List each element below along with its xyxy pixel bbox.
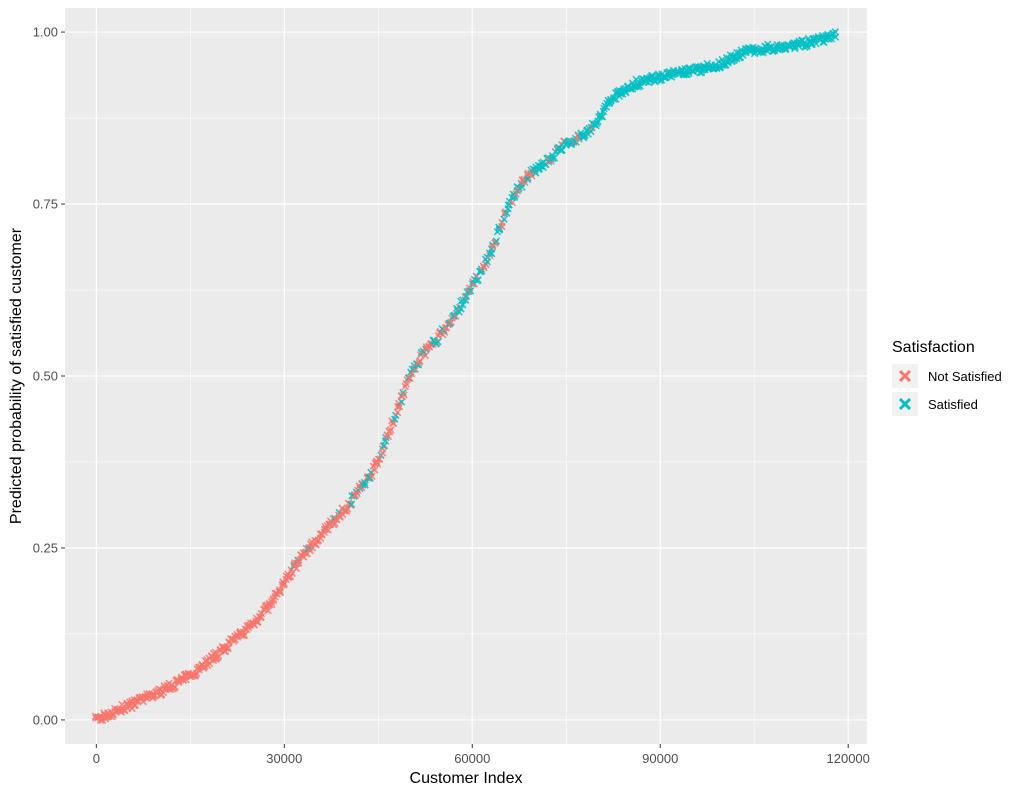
point-satisfied xyxy=(485,249,494,257)
point-satisfied xyxy=(457,305,465,313)
point-not-satisfied xyxy=(280,580,288,589)
point-satisfied xyxy=(791,44,799,53)
point-not-satisfied xyxy=(268,600,276,609)
point-satisfied xyxy=(462,292,471,301)
y-axis-ticks: 0.00 0.25 0.50 0.75 1.00 xyxy=(33,25,65,727)
point-satisfied xyxy=(596,112,605,120)
point-satisfied xyxy=(733,48,741,57)
point-satisfied xyxy=(556,146,565,154)
point-satisfied xyxy=(599,107,608,116)
point-satisfied xyxy=(390,415,399,423)
point-not-satisfied xyxy=(150,692,158,701)
point-satisfied xyxy=(831,33,840,41)
point-satisfied xyxy=(379,442,388,450)
point-not-satisfied xyxy=(233,633,242,641)
point-not-satisfied xyxy=(415,358,423,367)
x-tick-label: 120000 xyxy=(827,751,870,766)
point-satisfied xyxy=(434,337,442,346)
point-satisfied xyxy=(361,481,369,489)
y-tick-label: 0.25 xyxy=(33,540,58,555)
point-satisfied xyxy=(399,388,407,397)
point-not-satisfied xyxy=(373,460,382,468)
x-axis-title: Customer Index xyxy=(410,770,523,787)
x-tick-label: 60000 xyxy=(454,751,490,766)
point-satisfied xyxy=(718,55,726,64)
point-satisfied xyxy=(759,48,767,57)
point-satisfied xyxy=(474,276,482,284)
point-not-satisfied xyxy=(447,318,455,326)
point-satisfied xyxy=(468,280,477,288)
point-not-satisfied xyxy=(294,556,303,565)
point-not-satisfied xyxy=(294,559,303,567)
point-not-satisfied xyxy=(406,374,414,383)
point-not-satisfied xyxy=(276,588,285,597)
point-not-satisfied xyxy=(386,425,395,434)
y-tick-label: 0.00 xyxy=(33,712,58,727)
point-not-satisfied xyxy=(224,644,232,653)
y-tick-label: 0.75 xyxy=(33,197,58,212)
point-not-satisfied xyxy=(345,500,354,508)
x-tick-label: 90000 xyxy=(642,751,678,766)
point-not-satisfied xyxy=(400,391,408,399)
point-not-satisfied xyxy=(421,351,430,360)
point-satisfied xyxy=(347,500,356,509)
point-satisfied xyxy=(609,95,618,103)
point-not-satisfied xyxy=(375,455,384,463)
point-not-satisfied xyxy=(254,617,262,626)
point-not-satisfied xyxy=(402,380,410,388)
point-not-satisfied xyxy=(264,607,272,615)
point-not-satisfied xyxy=(240,631,249,639)
x-tick-label: 0 xyxy=(93,751,100,766)
point-satisfied xyxy=(580,132,589,141)
point-not-satisfied xyxy=(287,566,296,574)
point-not-satisfied xyxy=(393,408,402,417)
point-satisfied xyxy=(550,154,559,162)
point-satisfied xyxy=(477,267,486,275)
legend: Satisfaction Not Satisfied Satisfied xyxy=(892,339,1002,416)
y-axis-title: Predicted probability of satisfied custo… xyxy=(8,227,25,524)
legend-marker-satisfied xyxy=(898,397,912,411)
point-not-satisfied xyxy=(280,579,288,588)
legend-title: Satisfaction xyxy=(892,339,975,356)
point-not-satisfied xyxy=(498,222,506,231)
point-not-satisfied xyxy=(378,449,387,457)
point-satisfied xyxy=(598,112,606,121)
point-satisfied xyxy=(492,237,501,245)
data-points xyxy=(91,28,840,725)
point-satisfied xyxy=(466,287,475,295)
point-not-satisfied xyxy=(92,714,100,722)
point-satisfied xyxy=(503,209,511,217)
legend-x-not-satisfied xyxy=(898,369,912,383)
point-not-satisfied xyxy=(368,472,376,481)
x-axis-ticks: 0 30000 60000 90000 120000 xyxy=(93,744,870,766)
legend-label-satisfied: Satisfied xyxy=(928,397,978,412)
legend-label-not-satisfied: Not Satisfied xyxy=(928,369,1002,384)
point-not-satisfied xyxy=(488,243,497,251)
y-tick-label: 0.50 xyxy=(33,369,58,384)
y-tick-label: 1.00 xyxy=(33,25,58,40)
legend-x-satisfied xyxy=(898,397,912,411)
x-tick-label: 30000 xyxy=(266,751,302,766)
point-not-satisfied xyxy=(214,653,222,662)
grid-major xyxy=(65,8,867,744)
legend-marker-not-satisfied xyxy=(898,369,912,383)
point-satisfied xyxy=(500,215,508,224)
point-not-satisfied xyxy=(370,466,379,474)
